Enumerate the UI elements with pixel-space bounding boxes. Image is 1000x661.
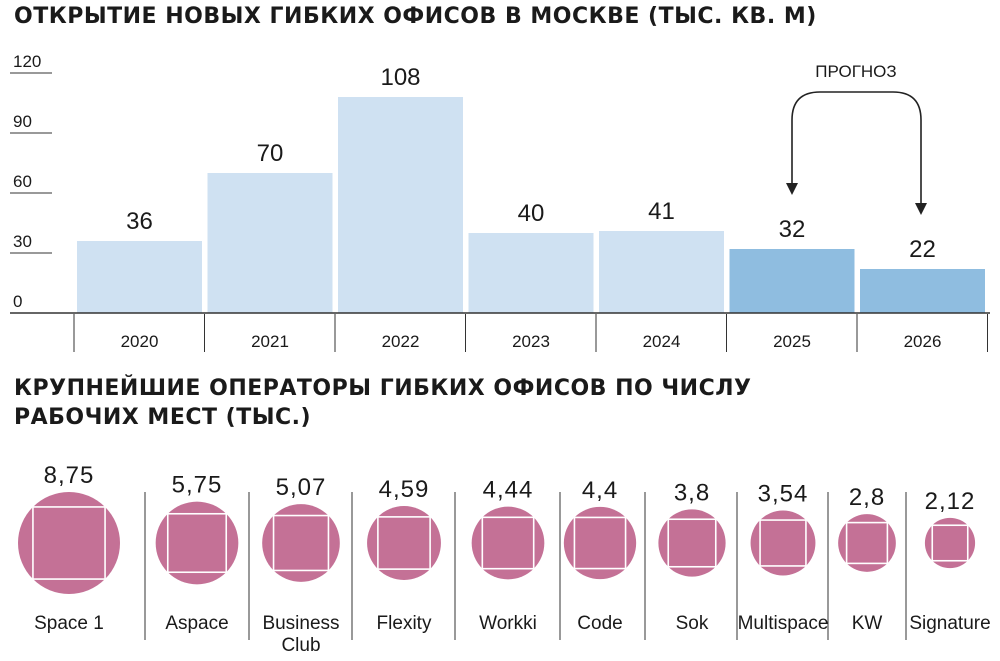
bubble-value-label: 3,54	[758, 481, 809, 508]
bubble-Sok	[658, 509, 726, 577]
x-tick-label: 2025	[773, 332, 811, 351]
x-tick-label: 2022	[382, 332, 420, 351]
bar-2021	[207, 173, 333, 313]
bubble-inner-square	[931, 524, 969, 562]
bubble-category-label: Business	[262, 613, 339, 634]
x-tick-label: 2026	[904, 332, 942, 351]
bar-value-label: 22	[909, 236, 936, 263]
bubble-Workki	[471, 506, 545, 580]
bar-chart: 0 30 60 90 120 36 2020 70 2021 108 2022 40 2023 41 202…	[10, 52, 990, 352]
bubble-value-label: 2,8	[849, 484, 885, 511]
bubble-Code	[563, 506, 637, 580]
bubble-inner-square	[481, 516, 535, 570]
bubble-chart-title-line-1: КРУПНЕЙШИЕ ОПЕРАТОРЫ ГИБКИХ ОФИСОВ ПО ЧИ…	[14, 376, 752, 401]
bubble-value-label: 5,75	[172, 472, 223, 499]
bubble-category-label: Signature	[909, 613, 990, 634]
y-tick-label: 0	[13, 292, 22, 311]
bubble-category-label: KW	[852, 613, 883, 634]
bubble-value-label: 3,8	[674, 479, 710, 506]
y-tick-label: 30	[13, 232, 32, 251]
forecast-bracket	[791, 91, 922, 205]
bubble-chart-title: КРУПНЕЙШИЕ ОПЕРАТОРЫ ГИБКИХ ОФИСОВ ПО ЧИ…	[14, 374, 751, 432]
bubble-Space 1	[18, 492, 120, 594]
bar-value-label: 40	[518, 200, 545, 227]
bubble-value-label: 4,4	[582, 477, 618, 504]
bar-2024	[599, 231, 724, 313]
x-tick-label: 2020	[121, 332, 159, 351]
x-tick-label: 2023	[512, 332, 550, 351]
bubble-category-label: Multispace	[738, 613, 829, 634]
bubble-value-label: 4,44	[483, 477, 534, 504]
bar-2023	[468, 233, 594, 313]
bubble-inner-square	[272, 514, 330, 572]
bar-value-label: 108	[380, 64, 420, 91]
bubble-Business Club	[262, 504, 340, 582]
bar-2026	[860, 269, 985, 313]
bubble-inner-square	[32, 506, 106, 580]
bubble-value-label: 5,07	[276, 474, 327, 501]
bubble-inner-square	[759, 519, 807, 567]
bar-2020	[77, 241, 202, 313]
bubble-value-label: 2,12	[925, 488, 976, 515]
bubble-Multispace	[750, 510, 816, 576]
bubble-category-label: Code	[577, 613, 622, 634]
bubble-category-label: Club	[281, 635, 320, 656]
x-tick-label: 2021	[251, 332, 289, 351]
bar-2025	[729, 249, 855, 313]
bubble-KW	[838, 514, 896, 572]
bubble-inner-square	[377, 516, 431, 570]
bubble-category-label: Workki	[479, 613, 537, 634]
bubble-category-label: Aspace	[165, 613, 228, 634]
bar-2022	[338, 97, 463, 313]
x-tick-label: 2024	[643, 332, 681, 351]
bubble-Aspace	[155, 501, 239, 585]
bubble-Signature	[924, 517, 976, 569]
bubble-Flexity	[367, 506, 441, 580]
y-tick-label: 90	[13, 112, 32, 131]
bubble-inner-square	[573, 516, 627, 570]
bar-value-label: 36	[126, 208, 153, 235]
bubble-inner-square	[845, 521, 889, 565]
bar-value-label: 41	[648, 198, 675, 225]
bar-value-label: 32	[779, 216, 806, 243]
bubble-category-label: Flexity	[377, 613, 432, 634]
forecast-arrow-2025	[786, 183, 798, 195]
bubble-chart-title-line-2: РАБОЧИХ МЕСТ (ТЫС.)	[14, 405, 312, 430]
y-tick-label: 120	[13, 52, 41, 71]
bubble-category-label: Space 1	[34, 613, 104, 634]
forecast-arrow-2026	[915, 203, 927, 215]
forecast-annotation: ПРОГНОЗ	[815, 62, 896, 81]
bubble-value-label: 8,75	[44, 462, 95, 489]
bubble-inner-square	[166, 512, 228, 574]
y-tick-label: 60	[13, 172, 32, 191]
bar-value-label: 70	[257, 140, 284, 167]
bubble-value-label: 4,59	[379, 476, 430, 503]
bubble-category-label: Sok	[676, 613, 709, 634]
bar-chart-title: ОТКРЫТИЕ НОВЫХ ГИБКИХ ОФИСОВ В МОСКВЕ (Т…	[14, 4, 817, 29]
bubble-inner-square	[667, 518, 717, 568]
